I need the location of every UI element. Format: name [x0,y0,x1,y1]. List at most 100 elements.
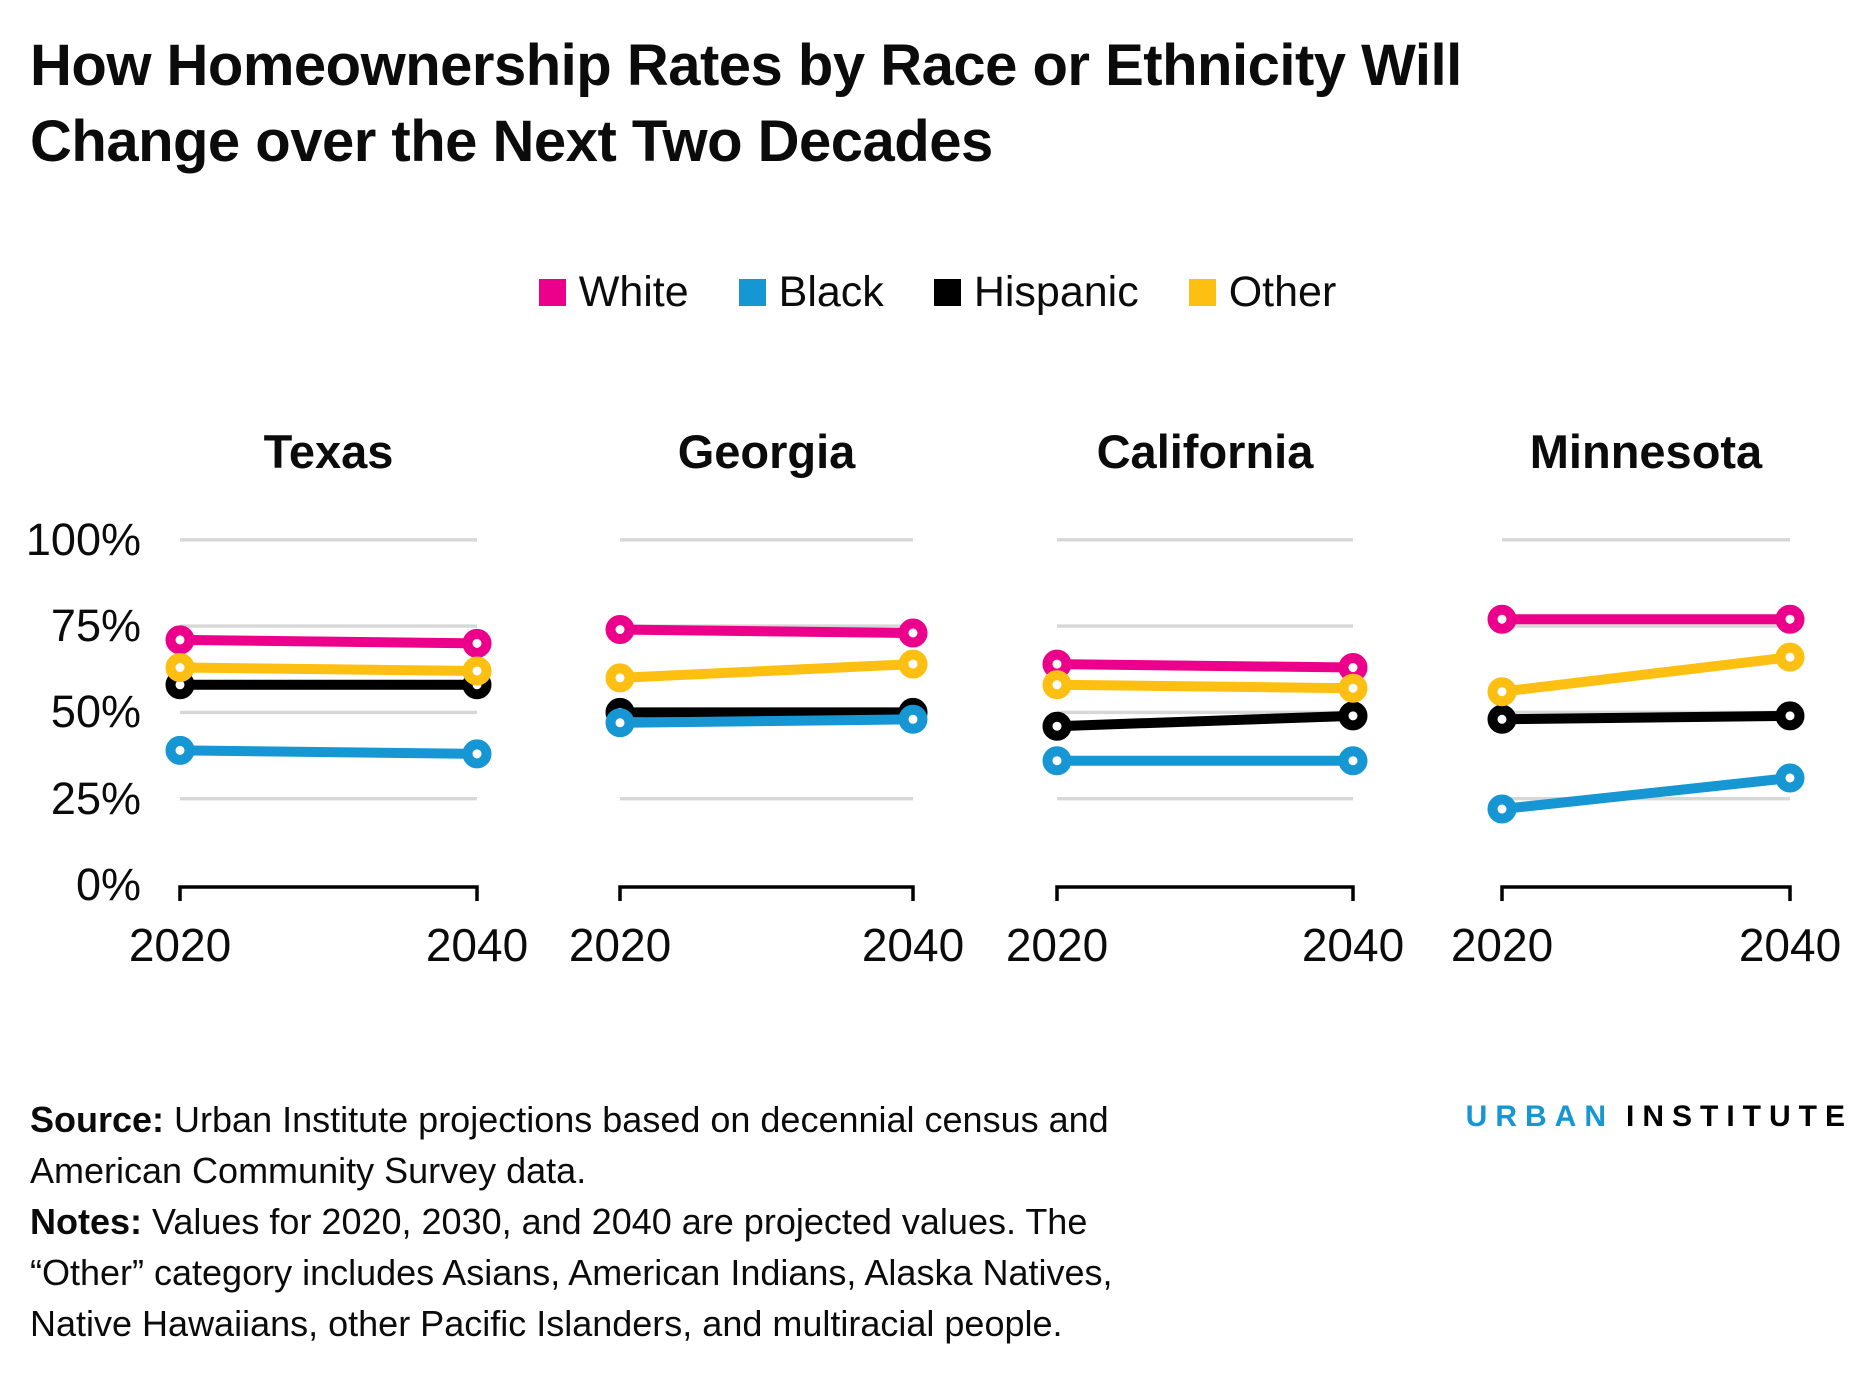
data-point-2020 [1042,711,1072,741]
series-other [1487,642,1805,707]
chart-title-line-2: Change over the Next Two Decades [30,109,993,174]
x-tick-label-2040-texas: 2040 [425,919,529,971]
legend-swatch-white [538,279,566,306]
series-hispanic [1487,701,1805,734]
series-line [179,745,478,759]
panel-georgia-plot [605,538,928,901]
data-point-2020 [1487,794,1517,824]
series-black [1487,763,1805,824]
legend-label-white: White [578,268,689,316]
series-line [619,624,914,639]
data-point-2040 [1775,701,1805,731]
data-point-2040 [462,739,492,769]
footer-line-1: Source: Urban Institute projections base… [30,1094,1113,1145]
series-line [1056,659,1354,673]
data-point-2020 [605,663,635,693]
series-line [619,659,914,683]
series-other [605,649,928,693]
series-hispanic [165,670,492,700]
data-point-2020 [1042,746,1072,776]
series-line [1501,710,1791,725]
data-point-2040 [1775,642,1805,672]
data-point-2020 [1487,704,1517,734]
panel-texas-plot [165,538,492,901]
legend-label-hispanic: Hispanic [973,268,1139,316]
series-line [1501,652,1791,697]
data-point-2020 [1487,604,1517,634]
footer-line-4: “Other” category includes Asians, Americ… [30,1247,1113,1298]
y-tick-label-50: 50% [50,686,141,738]
legend-item-other: Other [1188,268,1337,317]
series-black [605,704,928,738]
series-white [165,625,492,658]
data-point-2020 [165,735,195,765]
series-line [179,634,478,649]
legend-swatch-other [1188,279,1216,306]
logo-word-institute: INSTITUTE [1626,1100,1853,1133]
data-point-2040 [462,656,492,686]
series-white [1042,649,1368,683]
series-line [1056,710,1354,732]
footer-line-text: American Community Survey data. [30,1150,587,1191]
data-point-2040 [1338,701,1368,731]
footer-line-prefix: Source: [30,1099,165,1140]
y-tick-label-75: 75% [50,600,141,652]
panel-title-california: California [1096,425,1314,478]
data-point-2020 [605,615,635,645]
data-point-2020 [165,653,195,683]
x-axis-bracket [1055,885,1355,901]
x-axis-bracket [618,885,915,901]
legend-swatch-black [738,279,766,306]
data-point-2040 [898,618,928,648]
footer-line-text: Values for 2020, 2030, and 2040 are proj… [142,1201,1088,1242]
data-point-2020 [1042,670,1072,700]
y-tick-label-0: 0% [75,859,141,910]
x-axis-bracket [178,885,479,901]
x-tick-label-2020-georgia: 2020 [568,919,672,971]
urban-institute-logo: URBAN INSTITUTE [1466,1100,1853,1134]
footer-line-5: Native Hawaiians, other Pacific Islander… [30,1298,1113,1349]
data-point-2040 [898,649,928,679]
panel-title-texas: Texas [263,425,394,478]
series-hispanic [1042,701,1368,741]
chart-title-line-1: How Homeownership Rates by Race or Ethni… [30,33,1462,98]
source-notes: Source: Urban Institute projections base… [30,1094,1113,1349]
series-white [605,615,928,648]
series-black [165,735,492,769]
series-line [179,662,478,676]
y-tick-label-25: 25% [50,772,141,824]
data-point-2040 [1338,673,1368,703]
legend-swatch-hispanic [933,279,961,306]
series-black [1042,746,1368,776]
data-point-2020 [165,625,195,655]
footer-line-3: Notes: Values for 2020, 2030, and 2040 a… [30,1196,1113,1247]
x-tick-label-2020-texas: 2020 [128,919,232,971]
panel-title-georgia: Georgia [677,425,856,478]
legend-item-white: White [538,268,689,317]
data-point-2040 [1775,763,1805,793]
series-line [1056,679,1354,694]
panel-minnesota-plot [1487,538,1805,901]
data-point-2040 [898,704,928,734]
panel-title-minnesota: Minnesota [1529,425,1763,478]
series-other [1042,670,1368,703]
data-point-2040 [1338,746,1368,776]
x-tick-label-2040-georgia: 2040 [861,919,965,971]
x-tick-label-2020-minnesota: 2020 [1450,919,1554,971]
legend: White Black Hispanic Other [0,268,1875,317]
legend-item-hispanic: Hispanic [933,268,1139,317]
series-white [1487,604,1805,634]
chart-title: How Homeownership Rates by Race or Ethni… [30,28,1462,180]
footer-line-prefix: Notes: [30,1201,143,1242]
series-line [619,714,914,728]
data-point-2020 [1487,677,1517,707]
legend-item-black: Black [738,268,884,317]
x-axis-bracket [1500,885,1792,901]
y-tick-label-100: 100% [25,513,141,565]
legend-label-other: Other [1228,268,1337,316]
footer-line-text: “Other” category includes Asians, Americ… [30,1252,1113,1293]
data-point-2040 [1775,604,1805,634]
series-other [165,653,492,686]
